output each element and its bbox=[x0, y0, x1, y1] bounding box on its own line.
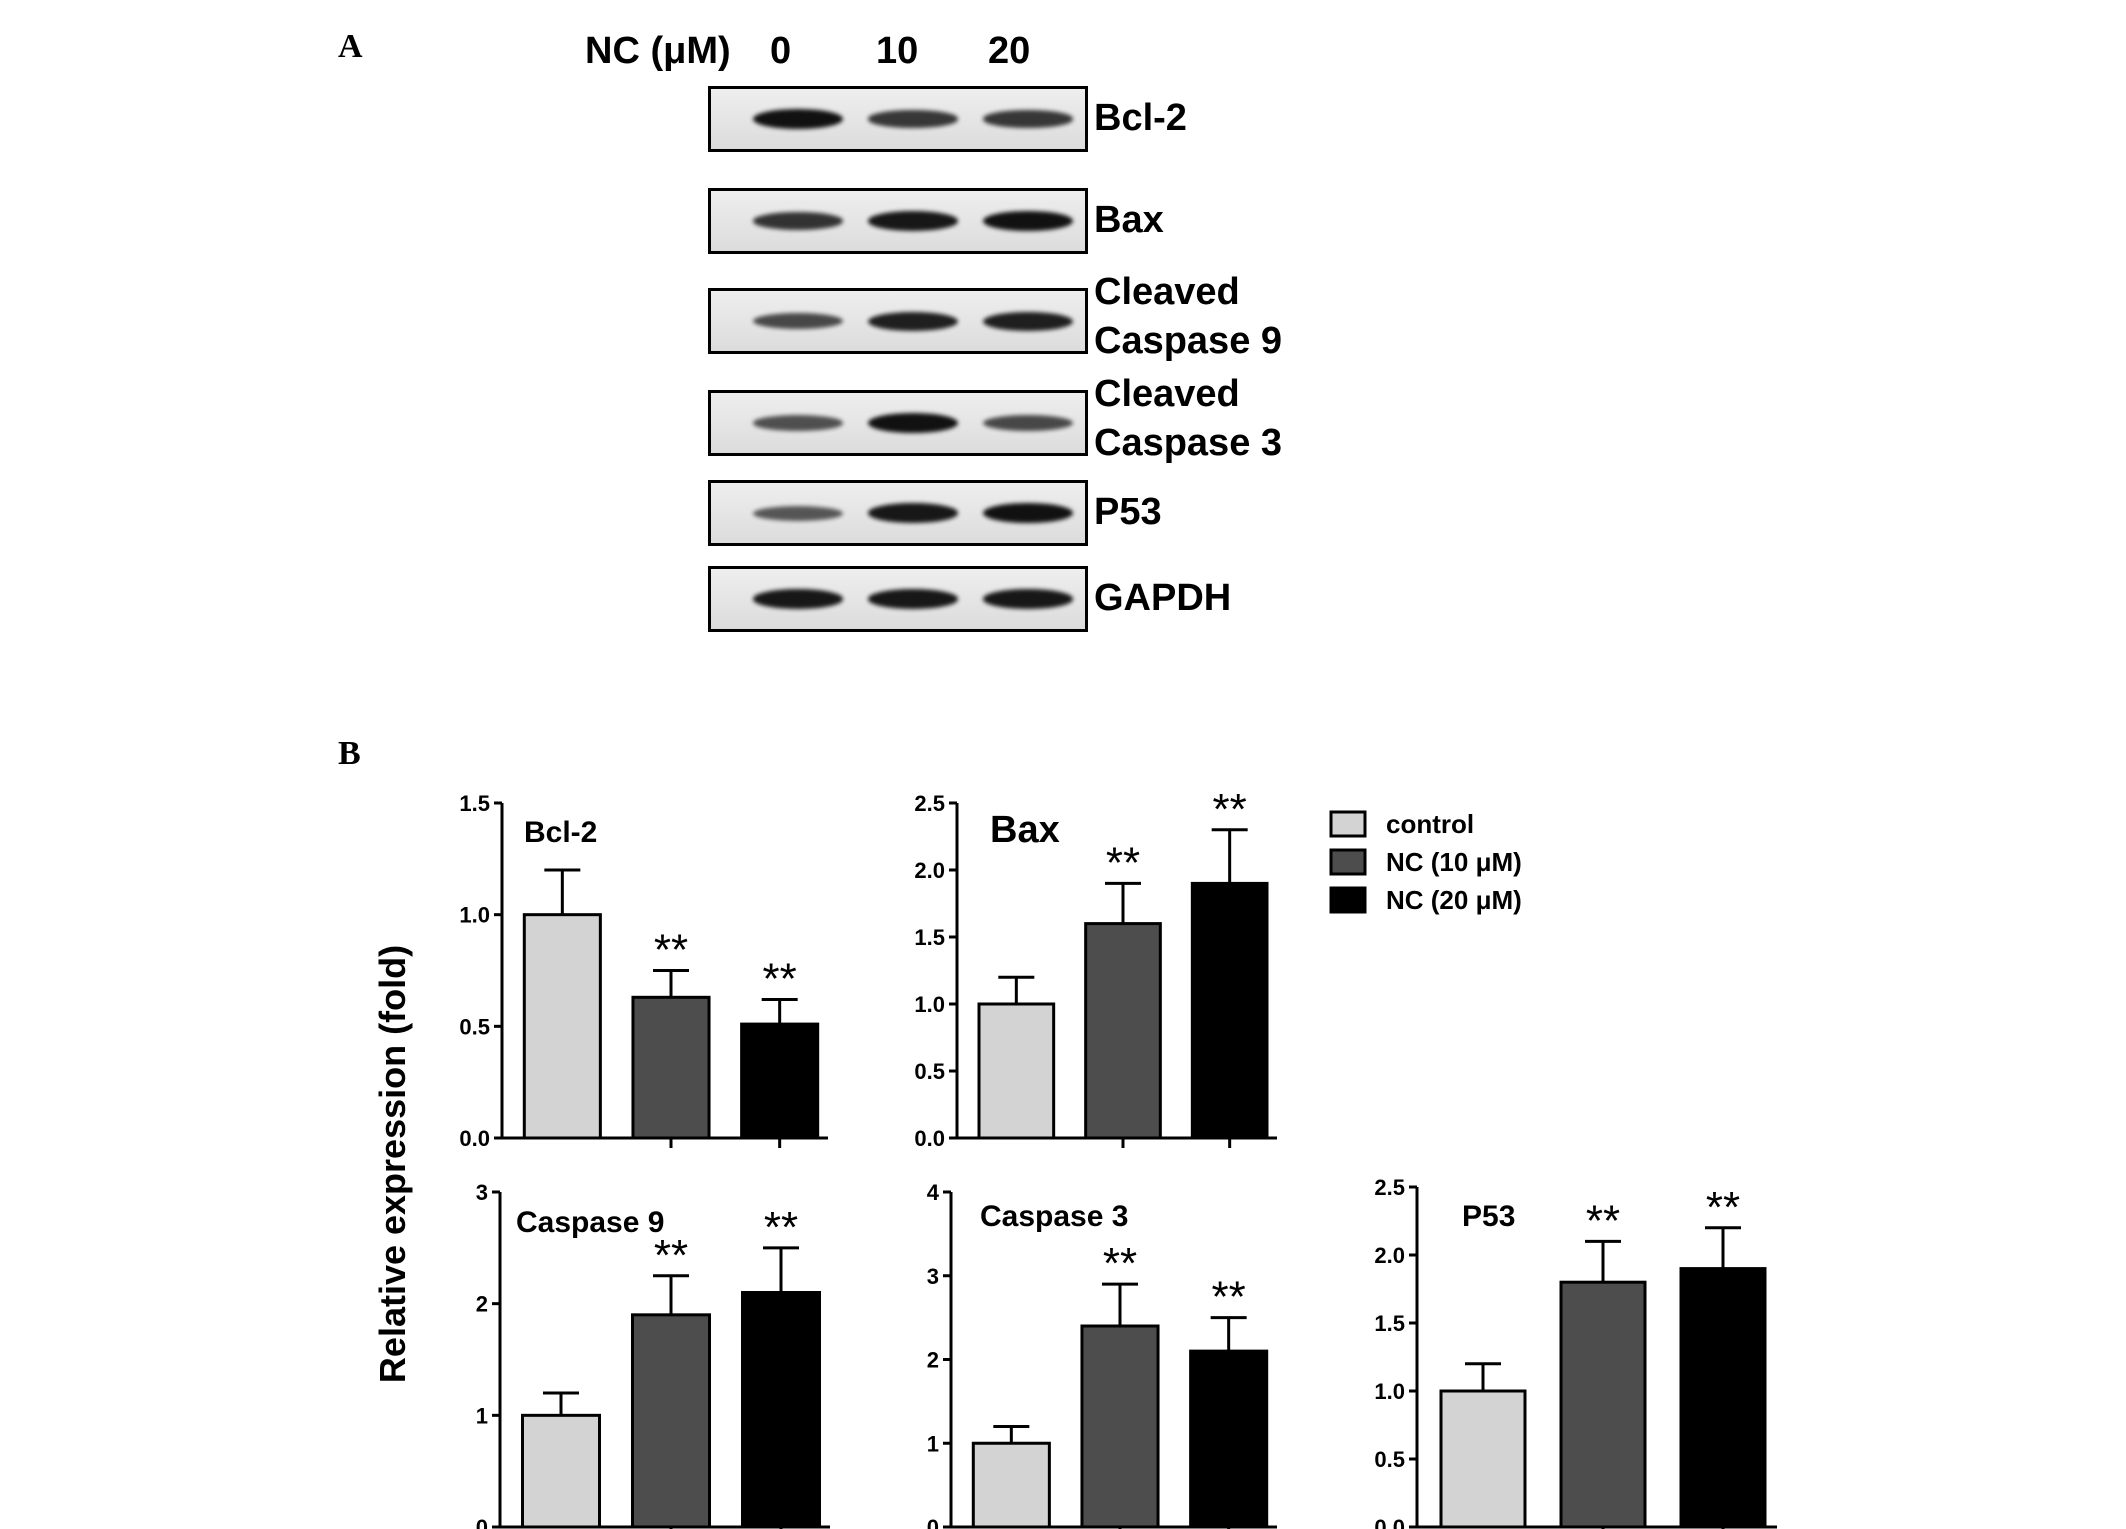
y-tick-label: 2.0 bbox=[914, 858, 945, 883]
y-tick-label: 4 bbox=[927, 1180, 940, 1205]
y-tick-label: 1.5 bbox=[1374, 1311, 1405, 1336]
bar bbox=[1439, 1389, 1527, 1529]
dose-value: 0 bbox=[770, 30, 792, 72]
blot-band bbox=[868, 311, 958, 331]
y-tick-label: 0 bbox=[927, 1515, 939, 1529]
blot-band bbox=[753, 415, 843, 431]
y-tick-label: 1.0 bbox=[914, 992, 945, 1017]
blot-row-label: Cleaved Caspase 9 bbox=[1094, 271, 1283, 362]
blot-row-box bbox=[708, 288, 1088, 354]
panel-label-b: B bbox=[338, 735, 361, 772]
y-tick-label: 0.5 bbox=[1374, 1447, 1405, 1472]
blot-row-label: GAPDH bbox=[1094, 577, 1232, 619]
bar bbox=[522, 913, 602, 1140]
y-tick-label: 1.0 bbox=[1374, 1379, 1405, 1404]
bar bbox=[971, 1441, 1051, 1529]
y-tick-label: 2.5 bbox=[914, 791, 945, 816]
bar bbox=[977, 1002, 1056, 1140]
significance-label: ** bbox=[1706, 1183, 1740, 1232]
blot-band bbox=[983, 503, 1073, 523]
bar bbox=[1559, 1280, 1647, 1529]
chart-title: P53 bbox=[1462, 1200, 1515, 1233]
significance-label: ** bbox=[1212, 1273, 1246, 1322]
bar bbox=[521, 1413, 601, 1529]
bar bbox=[1084, 922, 1162, 1140]
y-tick-label: 0.0 bbox=[914, 1126, 945, 1151]
significance-label: ** bbox=[654, 926, 688, 975]
y-tick-label: 0.0 bbox=[1374, 1515, 1405, 1529]
blot-row-box bbox=[708, 566, 1088, 632]
blot-row-box bbox=[708, 188, 1088, 254]
blot-row-box bbox=[708, 86, 1088, 152]
blot-band bbox=[753, 589, 843, 609]
chart-title: Caspase 3 bbox=[980, 1200, 1128, 1233]
blot-row-label: Bax bbox=[1094, 199, 1164, 241]
blot-band bbox=[983, 415, 1073, 431]
y-tick-label: 0.0 bbox=[459, 1126, 490, 1151]
blot-band bbox=[868, 503, 958, 523]
legend-label: control bbox=[1386, 809, 1474, 839]
legend-swatch bbox=[1329, 848, 1367, 876]
y-tick-label: 1 bbox=[927, 1431, 939, 1456]
legend-label: NC (20 μM) bbox=[1386, 885, 1522, 915]
blot-band bbox=[983, 589, 1073, 609]
bar bbox=[631, 995, 711, 1140]
significance-label: ** bbox=[763, 955, 797, 1004]
y-tick-label: 0.5 bbox=[914, 1059, 945, 1084]
y-tick-label: 1 bbox=[476, 1403, 488, 1428]
y-tick-label: 2 bbox=[476, 1292, 488, 1317]
y-axis-label: Relative expression (fold) bbox=[372, 945, 413, 1383]
blot-band bbox=[983, 211, 1073, 231]
blot-band bbox=[868, 211, 958, 231]
blot-row-box bbox=[708, 390, 1088, 456]
significance-label: ** bbox=[764, 1203, 798, 1252]
significance-label: ** bbox=[1103, 1239, 1137, 1288]
blot-band bbox=[753, 313, 843, 329]
dose-value: 20 bbox=[988, 30, 1031, 72]
chart-title: Caspase 9 bbox=[516, 1206, 664, 1239]
blot-row-label: Cleaved Caspase 3 bbox=[1094, 373, 1283, 464]
dose-value: 10 bbox=[876, 30, 919, 72]
y-tick-label: 0 bbox=[476, 1515, 488, 1529]
blot-band bbox=[868, 413, 958, 433]
blot-band bbox=[753, 212, 843, 230]
y-tick-label: 2 bbox=[927, 1348, 939, 1373]
bar bbox=[741, 1291, 821, 1529]
bar bbox=[1080, 1324, 1160, 1529]
bar bbox=[740, 1022, 820, 1140]
significance-label: ** bbox=[1106, 838, 1140, 887]
legend-swatch bbox=[1329, 810, 1367, 838]
bar bbox=[1189, 1349, 1269, 1529]
dose-header-label: NC (μM) bbox=[585, 30, 731, 72]
blot-band bbox=[753, 505, 843, 521]
bar bbox=[631, 1313, 711, 1529]
y-tick-label: 2.5 bbox=[1374, 1175, 1405, 1200]
chart-title: Bcl-2 bbox=[524, 816, 597, 849]
y-tick-label: 3 bbox=[927, 1264, 939, 1289]
blot-row-box bbox=[708, 480, 1088, 546]
y-tick-label: 0.5 bbox=[459, 1014, 490, 1039]
panel-label-a: A bbox=[338, 28, 363, 65]
y-tick-label: 1.5 bbox=[459, 791, 490, 816]
significance-label: ** bbox=[1586, 1196, 1620, 1245]
y-tick-label: 2.0 bbox=[1374, 1243, 1405, 1268]
legend-swatch bbox=[1329, 886, 1367, 914]
blot-band bbox=[983, 311, 1073, 331]
chart-title: Bax bbox=[990, 809, 1060, 851]
y-tick-label: 1.5 bbox=[914, 925, 945, 950]
blot-row-label: P53 bbox=[1094, 491, 1162, 533]
significance-label: ** bbox=[654, 1231, 688, 1280]
y-tick-label: 1.0 bbox=[459, 903, 490, 928]
blot-band bbox=[753, 109, 843, 129]
blot-band bbox=[868, 110, 958, 128]
blot-band bbox=[983, 110, 1073, 128]
y-tick-label: 3 bbox=[476, 1180, 488, 1205]
bar bbox=[1190, 881, 1269, 1140]
significance-label: ** bbox=[1213, 785, 1247, 834]
legend-label: NC (10 μM) bbox=[1386, 847, 1522, 877]
blot-band bbox=[868, 589, 958, 609]
bar bbox=[1679, 1267, 1767, 1529]
blot-row-label: Bcl-2 bbox=[1094, 97, 1187, 139]
